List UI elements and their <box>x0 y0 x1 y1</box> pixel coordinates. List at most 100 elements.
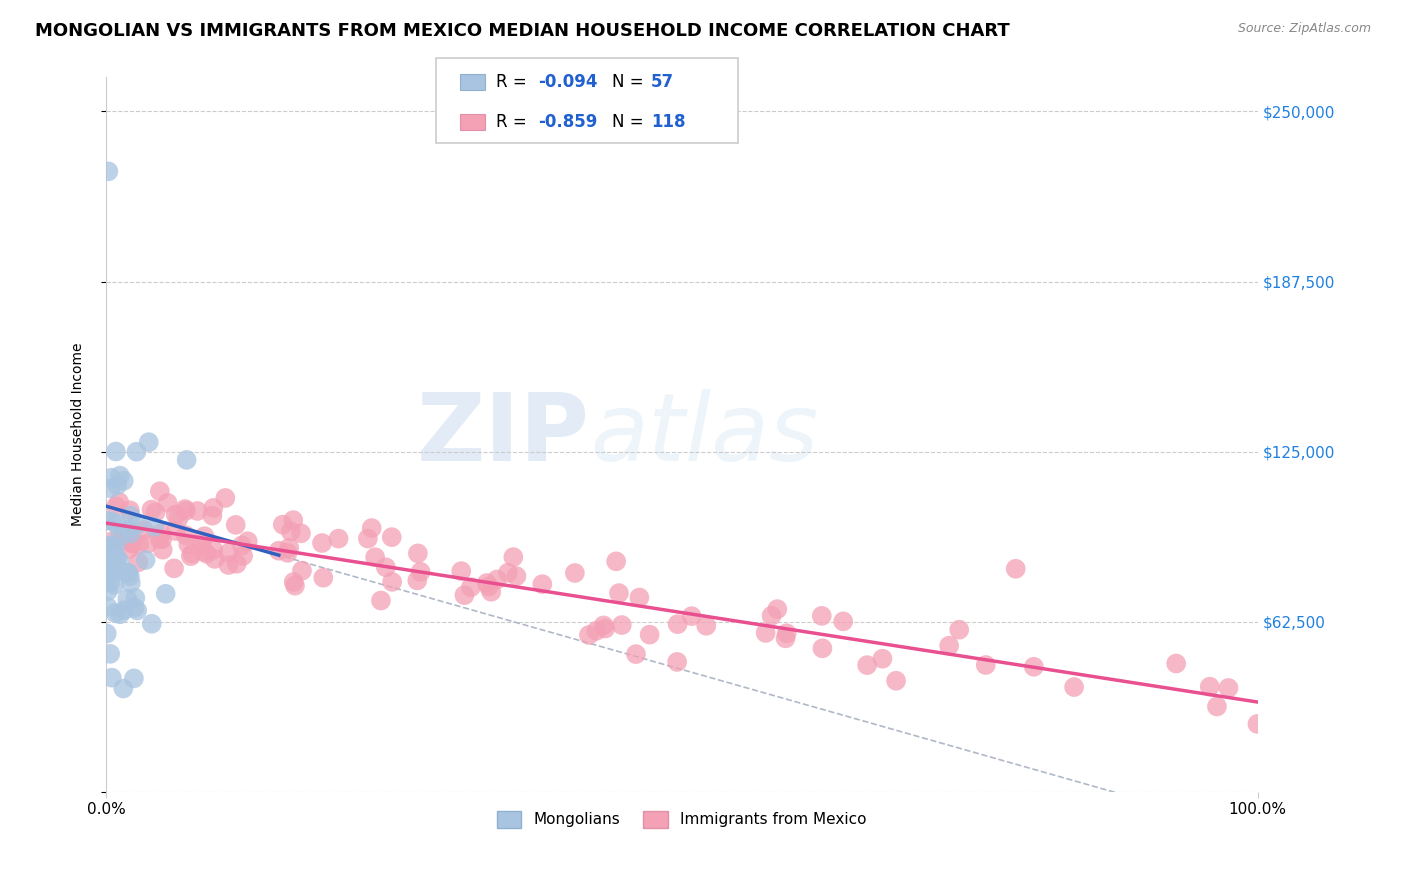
Text: -0.094: -0.094 <box>538 73 598 91</box>
Point <box>267 543 290 558</box>
Point <box>101 671 124 685</box>
Point <box>149 526 172 541</box>
Point <box>108 563 131 577</box>
Point <box>193 544 215 558</box>
Point <box>328 532 350 546</box>
Point <box>98 544 121 558</box>
Point <box>479 584 502 599</box>
Point <box>138 435 160 450</box>
Point <box>1022 660 1045 674</box>
Point <box>127 555 149 569</box>
Point <box>832 615 855 629</box>
Point <box>104 606 127 620</box>
Point <box>97 539 120 553</box>
Point <box>856 658 879 673</box>
Point <box>117 591 139 606</box>
Point <box>124 591 146 605</box>
Point <box>112 603 135 617</box>
Point <box>125 444 148 458</box>
Point <box>810 608 832 623</box>
Point <box>974 658 997 673</box>
Point <box>97 571 120 585</box>
Point <box>360 521 382 535</box>
Point <box>217 546 239 560</box>
Point <box>453 588 475 602</box>
Point <box>1206 699 1229 714</box>
Point <box>135 553 157 567</box>
Point <box>97 164 120 178</box>
Point <box>101 547 124 561</box>
Point <box>460 580 482 594</box>
Point <box>155 587 177 601</box>
Point <box>231 538 253 552</box>
Point <box>103 548 125 562</box>
Point <box>117 523 139 537</box>
Text: N =: N = <box>612 113 648 131</box>
Point <box>1166 657 1188 671</box>
Point <box>132 523 155 537</box>
Point <box>283 574 305 589</box>
Point <box>108 607 131 622</box>
Point <box>167 511 190 525</box>
Point <box>143 520 166 534</box>
Point <box>202 500 225 515</box>
Point <box>100 575 122 590</box>
Point <box>374 560 396 574</box>
Point <box>585 624 607 638</box>
Point <box>120 526 142 541</box>
Point <box>117 566 139 580</box>
Text: 57: 57 <box>651 73 673 91</box>
Point <box>607 586 630 600</box>
Point <box>776 626 799 640</box>
Point <box>181 547 204 561</box>
Point <box>136 536 159 550</box>
Point <box>218 558 240 572</box>
Point <box>291 564 314 578</box>
Point <box>121 536 143 550</box>
Point <box>96 626 118 640</box>
Point <box>811 641 834 656</box>
Point <box>938 639 960 653</box>
Point <box>364 550 387 565</box>
Point <box>98 541 121 556</box>
Point <box>280 524 302 539</box>
Point <box>117 542 139 557</box>
Point <box>666 617 689 632</box>
Point <box>108 530 131 544</box>
Point <box>195 547 218 561</box>
Point <box>381 530 404 544</box>
Point <box>100 471 122 485</box>
Point <box>105 500 128 514</box>
Text: N =: N = <box>612 73 648 91</box>
Point <box>97 565 120 579</box>
Point <box>141 502 163 516</box>
Point <box>120 508 142 523</box>
Point <box>165 524 187 538</box>
Point <box>118 503 141 517</box>
Point <box>165 508 187 522</box>
Point <box>284 579 307 593</box>
Point <box>502 550 524 565</box>
Text: R =: R = <box>496 113 533 131</box>
Text: -0.859: -0.859 <box>538 113 598 131</box>
Point <box>145 505 167 519</box>
Point <box>148 533 170 547</box>
Point <box>96 514 118 528</box>
Point <box>236 534 259 549</box>
Point <box>884 673 907 688</box>
Point <box>100 482 122 496</box>
Point <box>186 504 208 518</box>
Point <box>225 557 247 571</box>
Point <box>278 541 301 555</box>
Point <box>496 566 519 580</box>
Point <box>755 626 778 640</box>
Point <box>564 566 586 580</box>
Point <box>1218 681 1240 695</box>
Point <box>775 632 797 646</box>
Point <box>409 565 432 579</box>
Point <box>174 504 197 518</box>
Point <box>283 513 305 527</box>
Point <box>105 551 128 566</box>
Point <box>948 623 970 637</box>
Point <box>141 616 163 631</box>
